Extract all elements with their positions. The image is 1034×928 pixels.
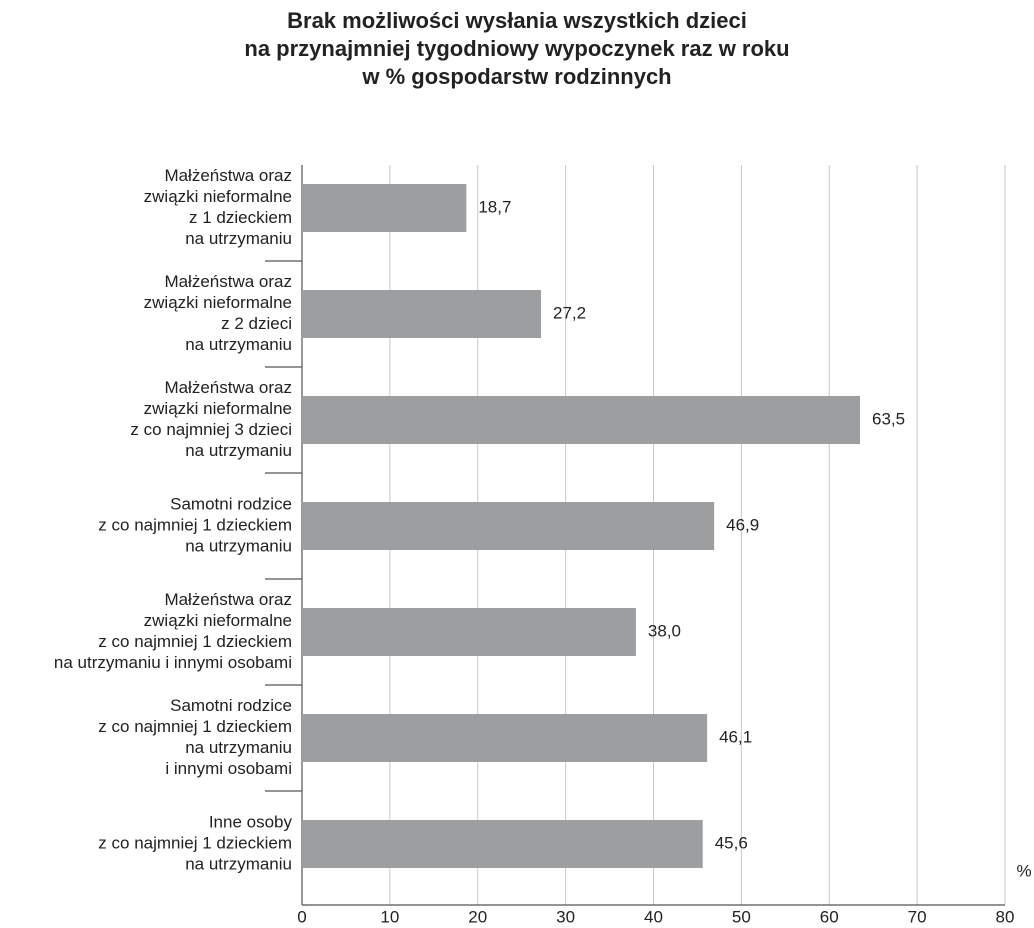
value-label: 63,5 [872,409,905,428]
value-label: 18,7 [478,197,511,216]
y-tick-label: na utrzymaniu [185,441,292,460]
y-tick-label: na utrzymaniu [185,536,292,555]
x-tick-label: 30 [556,907,575,926]
y-tick-label: i innymi osobami [165,759,292,778]
y-tick-label: z 2 dzieci [221,314,292,333]
y-tick-label: z co najmniej 1 dzieckiem [98,515,292,534]
y-tick-label: na utrzymaniu [185,229,292,248]
x-tick-label: 80 [996,907,1015,926]
x-tick-label: 60 [820,907,839,926]
y-tick-label: Małżeństwa oraz [164,166,292,185]
chart-title: w % gospodarstw rodzinnych [361,64,671,89]
bar [302,820,703,868]
y-tick-label: związki nieformalne [144,187,292,206]
y-tick-label: Małżeństwa oraz [164,590,292,609]
value-label: 46,9 [726,515,759,534]
y-tick-label: związki nieformalne [144,293,292,312]
bar [302,502,715,550]
bar [302,184,467,232]
y-tick-label: Małżeństwa oraz [164,272,292,291]
bar [302,290,542,338]
chart-title: na przynajmniej tygodniowy wypoczynek ra… [244,36,789,61]
y-tick-label: z 1 dzieckiem [189,208,292,227]
x-tick-label: 70 [908,907,927,926]
y-tick-label: na utrzymaniu [185,335,292,354]
y-tick-label: z co najmniej 3 dzieci [130,420,292,439]
y-tick-label: z co najmniej 1 dzieckiem [98,632,292,651]
y-tick-label: Samotni rodzice [170,494,292,513]
y-tick-label: na utrzymaniu [185,738,292,757]
value-label: 45,6 [715,833,748,852]
value-label: 27,2 [553,303,586,322]
y-tick-label: Samotni rodzice [170,696,292,715]
x-axis-label: % [1016,861,1031,880]
y-tick-label: związki nieformalne [144,399,292,418]
y-tick-label: Małżeństwa oraz [164,378,292,397]
y-tick-label: z co najmniej 1 dzieckiem [98,717,292,736]
y-tick-label: związki nieformalne [144,611,292,630]
bar [302,396,861,444]
y-tick-label: Inne osoby [209,812,293,831]
y-tick-label: z co najmniej 1 dzieckiem [98,833,292,852]
x-tick-label: 40 [644,907,663,926]
chart-title: Brak możliwości wysłania wszystkich dzie… [287,8,747,33]
x-tick-label: 0 [297,907,306,926]
y-tick-label: na utrzymaniu [185,854,292,873]
bar [302,608,636,656]
bar [302,714,708,762]
value-label: 46,1 [719,727,752,746]
value-label: 38,0 [648,621,681,640]
y-tick-label: na utrzymaniu i innymi osobami [54,653,292,672]
x-tick-label: 50 [732,907,751,926]
x-tick-label: 20 [468,907,487,926]
x-tick-label: 10 [380,907,399,926]
